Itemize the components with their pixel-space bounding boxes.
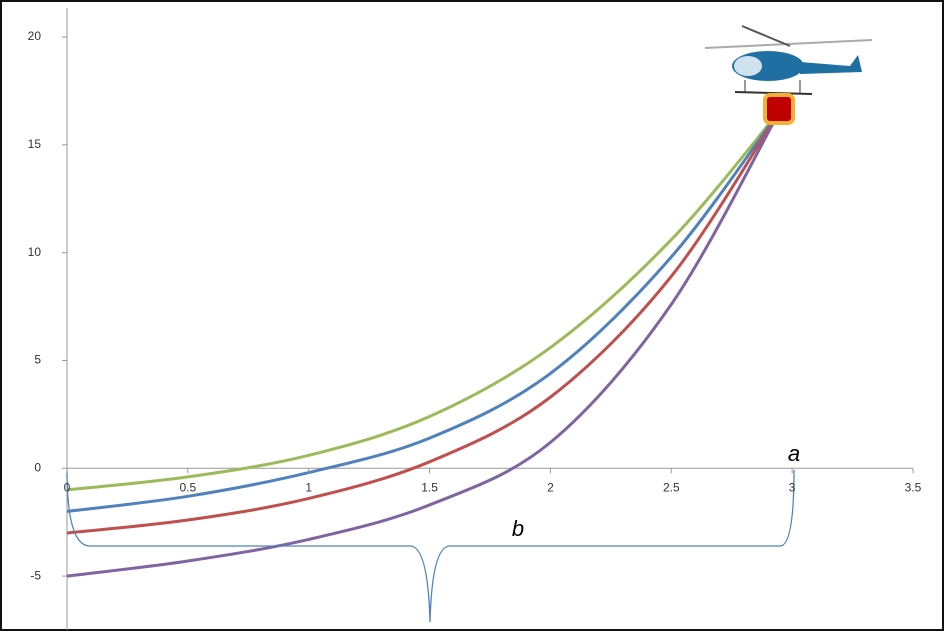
load-marker	[765, 95, 793, 123]
x-tick-label: 0.5	[180, 480, 197, 494]
x-tick-label: 2	[547, 480, 554, 494]
annotation-a: a	[788, 441, 800, 466]
chart-frame	[1, 1, 943, 630]
y-tick-label: 15	[28, 137, 42, 151]
y-tick-label: 10	[28, 245, 42, 259]
x-tick-label: 3.5	[905, 480, 922, 494]
x-tick-label: 2.5	[663, 480, 680, 494]
y-tick-label: 0	[34, 460, 41, 474]
annotation-b: b	[512, 516, 524, 541]
y-tick-label: 20	[28, 29, 42, 43]
x-tick-label: 3	[789, 480, 796, 494]
y-tick-label: 5	[34, 353, 41, 367]
x-tick-label: 0	[64, 480, 71, 494]
y-tick-label: -5	[30, 568, 41, 582]
x-tick-label: 1	[305, 480, 312, 494]
chart: -5 0 5 10 15 20 0 0.5 1 1.5 2 2.5 3 3.5 a b	[0, 0, 944, 631]
x-tick-label: 1.5	[421, 480, 438, 494]
